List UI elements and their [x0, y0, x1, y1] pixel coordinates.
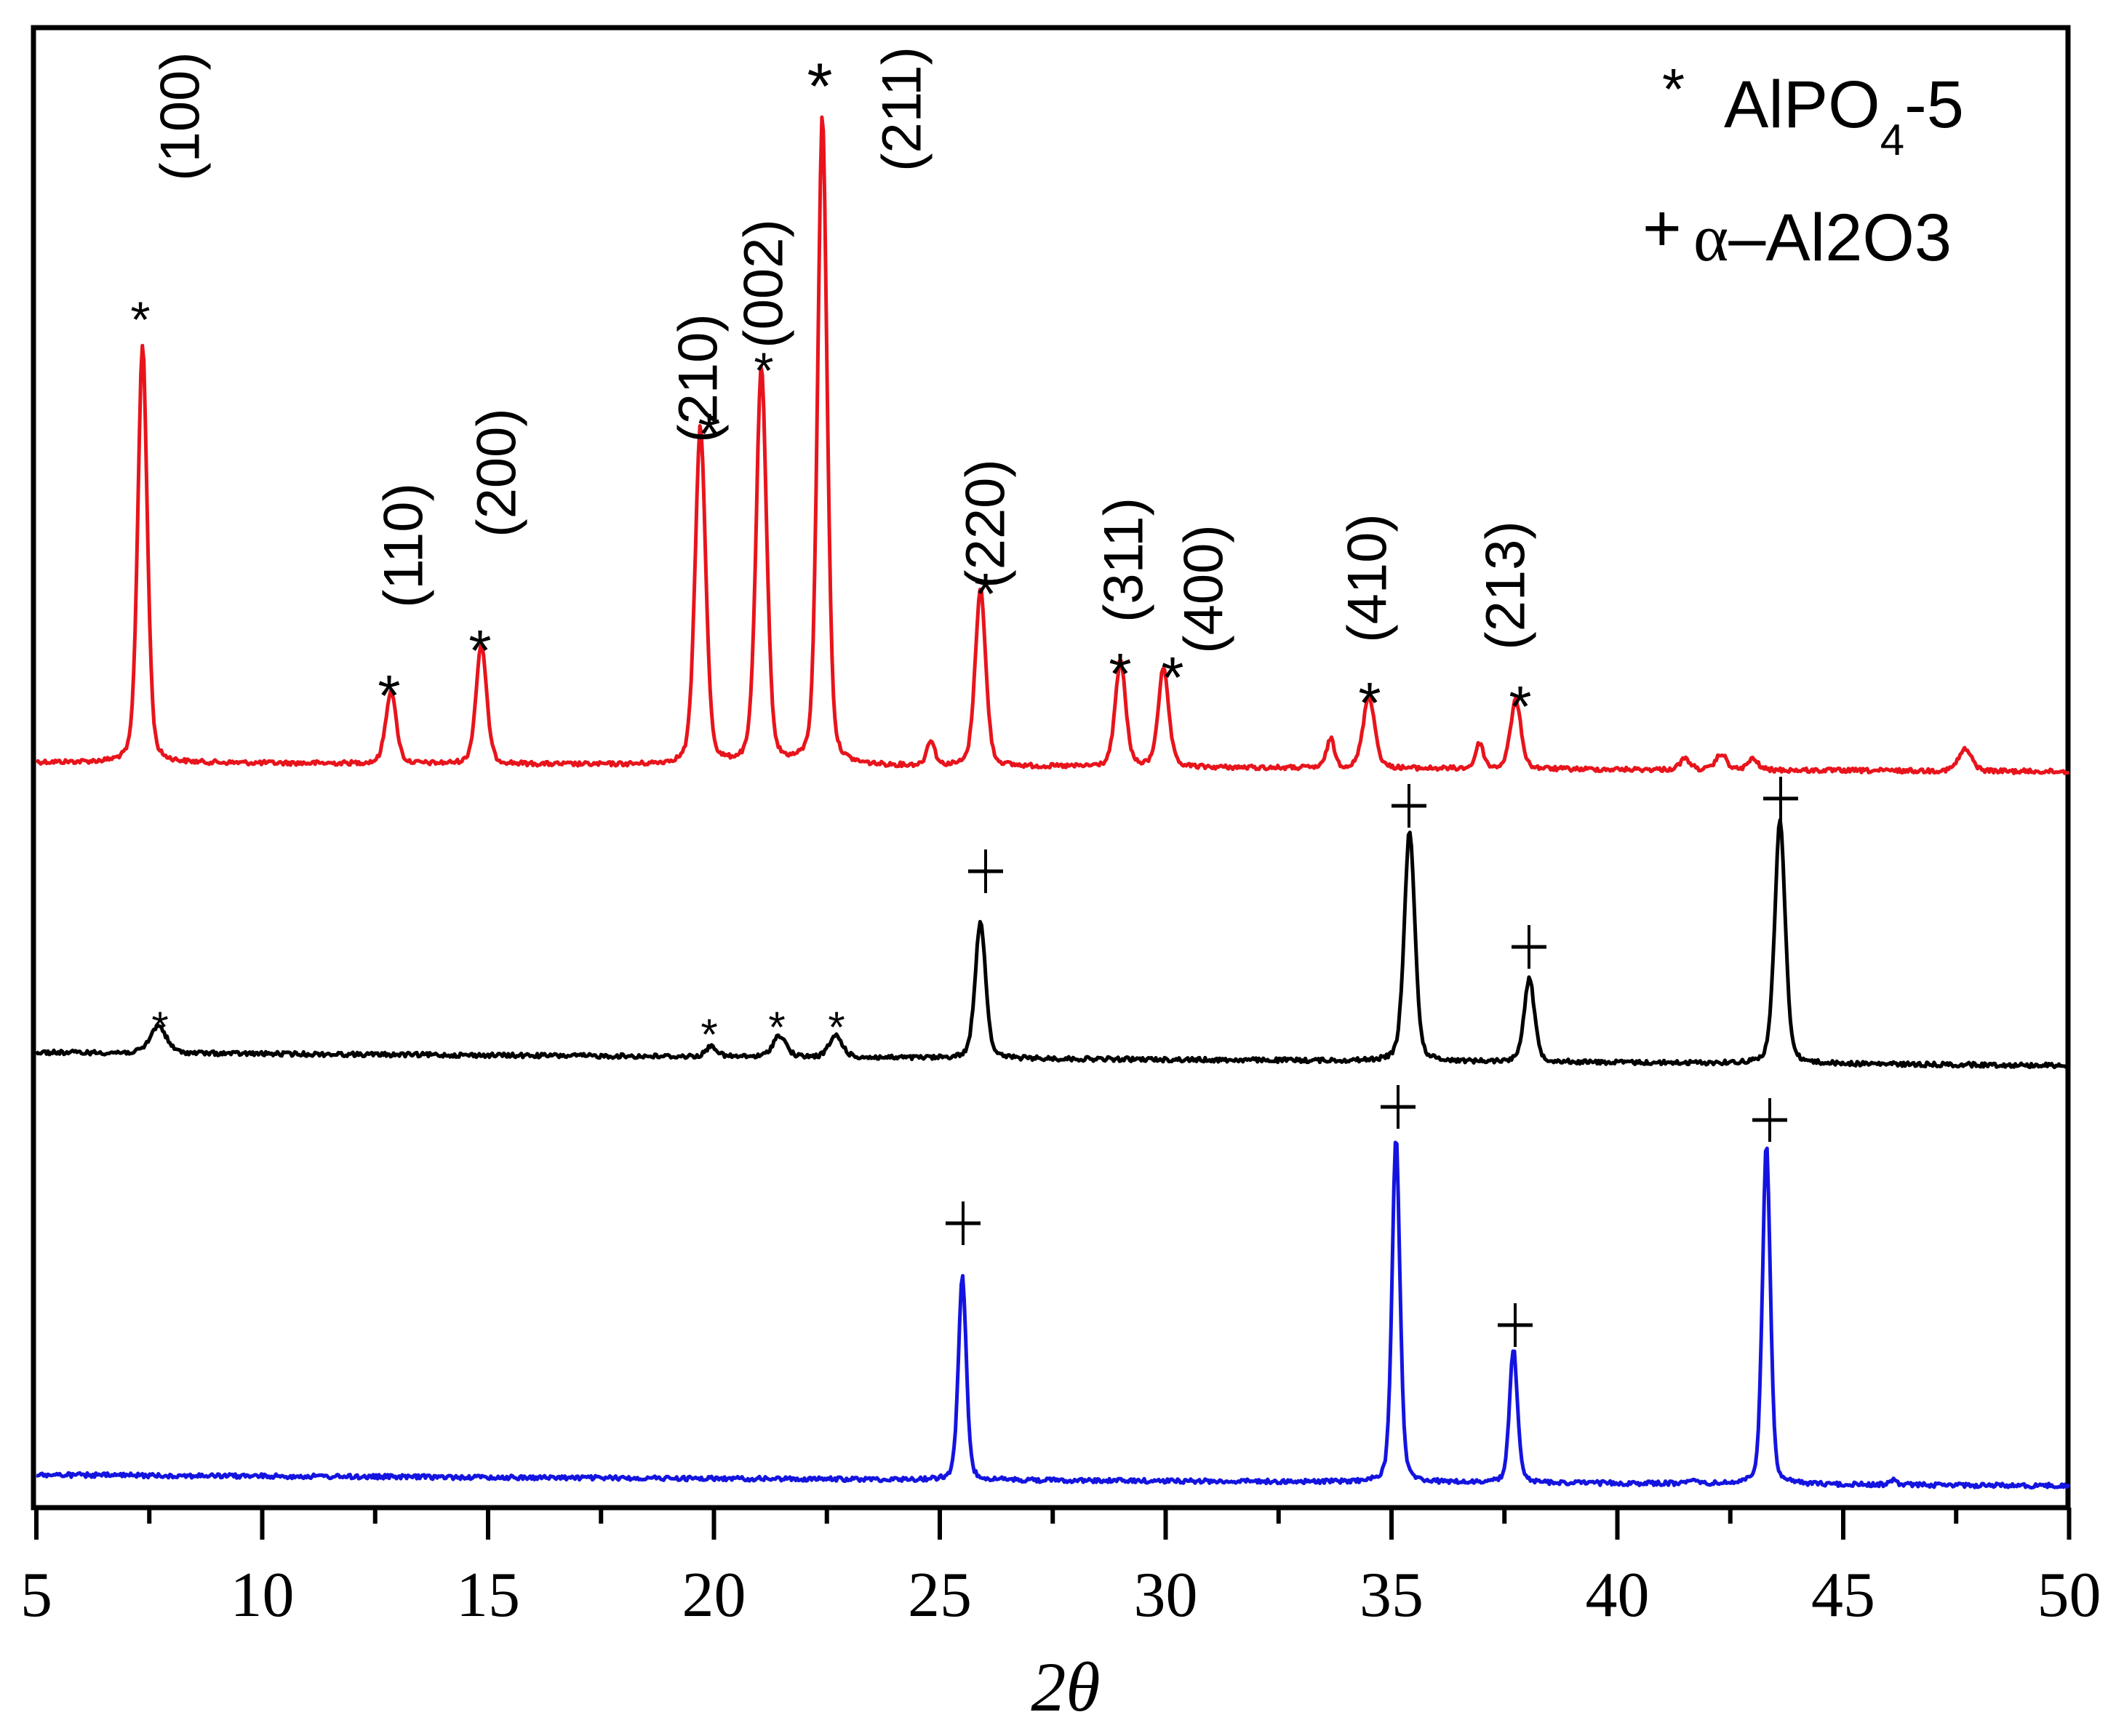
miller-index-labels: (100) (110) (200) (210)(002) (211) (220) (311)…	[150, 47, 1537, 654]
trace-group	[34, 115, 2071, 1490]
hkl-label: (211)	[871, 47, 933, 172]
plus-marker-icon	[1381, 1085, 1416, 1129]
hkl-label: (200)	[466, 408, 528, 537]
x-tick-label: 30	[1134, 1560, 1198, 1631]
hkl-label: (410)	[1337, 513, 1399, 642]
x-tick-label: 50	[2037, 1560, 2101, 1631]
asterisk-marker-icon: *	[1161, 645, 1183, 710]
asterisk-marker-icon: *	[378, 663, 400, 728]
plus-marker-icon	[968, 849, 1003, 893]
hkl-label: (100)	[150, 52, 212, 180]
asterisk-marker-icon: *	[698, 401, 720, 466]
legend: * AlPO4-5 + α–Al2O3	[1642, 57, 1964, 275]
hkl-label: (213)	[1475, 521, 1537, 649]
legend-label-alpo4-5: AlPO4-5	[1724, 68, 1964, 164]
plus-marker-icon	[1392, 784, 1426, 828]
x-tick-label: 35	[1360, 1560, 1424, 1631]
asterisk-marker-icon: *	[807, 51, 832, 124]
x-tick-label: 5	[20, 1560, 52, 1631]
asterisk-marker-icon: *	[151, 1003, 168, 1052]
asterisk-marker-icon: *	[754, 343, 773, 399]
legend-asterisk-icon: *	[1662, 57, 1685, 121]
plus-marker-icon	[1498, 1303, 1533, 1347]
plus-marker-icon	[1752, 1098, 1787, 1142]
hkl-label: (110)	[373, 483, 435, 608]
hkl-label: (220)	[955, 459, 1017, 588]
x-tick-label: 20	[682, 1560, 746, 1631]
asterisk-marker-icon: *	[1109, 641, 1131, 706]
asterisk-marker-icon: *	[468, 618, 491, 683]
hkl-label: (002)	[733, 219, 795, 348]
plus-marker-icon	[1512, 925, 1546, 969]
x-axis-title: 2θ	[1031, 1648, 1100, 1726]
plus-marker-icon	[946, 1201, 981, 1245]
x-tick-label: 25	[908, 1560, 972, 1631]
legend-label-alpha-al2o3: α–Al2O3	[1693, 201, 1952, 275]
legend-plus-icon: +	[1642, 191, 1682, 265]
x-tick-label: 40	[1586, 1560, 1650, 1631]
trace-red	[35, 115, 2069, 775]
plus-marker-icon	[1763, 777, 1798, 820]
trace-blue	[36, 1140, 2071, 1490]
trace-black	[34, 817, 2070, 1070]
peak-markers: * * * * * * * * * * * * * * *	[130, 51, 1798, 1347]
asterisk-marker-icon: *	[768, 1003, 785, 1052]
asterisk-marker-icon: *	[974, 561, 997, 626]
asterisk-marker-icon: *	[1509, 674, 1531, 739]
asterisk-marker-icon: *	[828, 1003, 845, 1052]
asterisk-marker-icon: *	[1358, 671, 1381, 735]
x-axis-ticks: 5 10 15 20 25 30 35 40 45 50	[20, 1508, 2101, 1631]
hkl-label: (311)	[1093, 497, 1155, 623]
asterisk-marker-icon: *	[130, 292, 150, 348]
x-tick-label: 45	[1811, 1560, 1875, 1631]
x-tick-label: 10	[231, 1560, 295, 1631]
asterisk-marker-icon: *	[700, 1010, 717, 1059]
x-tick-label: 15	[456, 1560, 520, 1631]
hkl-label: (210)	[668, 313, 730, 442]
hkl-label: (400)	[1173, 524, 1235, 653]
